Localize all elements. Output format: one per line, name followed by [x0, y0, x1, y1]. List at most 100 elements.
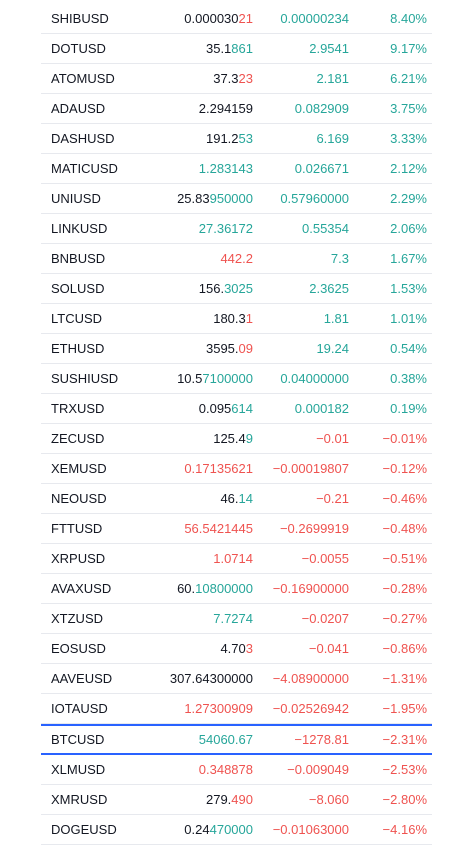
last-price: 307.64300000 — [170, 664, 253, 693]
watchlist-row-ethusd[interactable]: ETHUSD 3595. 09 19.24 0.54% — [41, 334, 432, 364]
symbol-label: EOSUSD — [51, 641, 106, 656]
last-price: 442.2 — [220, 244, 253, 273]
last-price: 1.27300909 — [184, 694, 253, 723]
change-value: 0.026671 — [294, 161, 349, 176]
last-price: 7.7274 — [213, 604, 253, 633]
change-value: −0.02526942 — [272, 701, 349, 716]
change-percent: 3.75% — [390, 101, 427, 116]
last-price-main: 279. — [205, 792, 232, 807]
symbol-label: DASHUSD — [51, 131, 115, 146]
symbol-label: BNBUSD — [51, 251, 106, 266]
change-percent: 1.67% — [390, 251, 427, 266]
last-price-main: 37.3 — [213, 71, 239, 86]
watchlist-row-linkusd[interactable]: LINKUSD 27.36172 0.55354 2.06% — [41, 214, 432, 244]
change-percent: 2.12% — [390, 161, 427, 176]
change-percent: 0.54% — [390, 341, 427, 356]
last-price-changed-digits: 1.27300909 — [184, 701, 253, 716]
change-percent: −0.51% — [382, 551, 427, 566]
change-value: 7.3 — [330, 251, 349, 266]
symbol-label: MATICUSD — [51, 161, 118, 176]
watchlist-row-maticusd[interactable]: MATICUSD 1.283143 0.026671 2.12% — [41, 154, 432, 184]
watchlist-row-shibusd[interactable]: SHIBUSD 0.000030 21 0.00000234 8.40% — [41, 4, 432, 34]
last-price-changed-digits: 9 — [245, 431, 253, 446]
change-value: 0.04000000 — [280, 371, 349, 386]
watchlist-row-btcusd[interactable]: BTCUSD 54060.67 −1278.81 −2.31% — [41, 724, 432, 755]
last-price-main: 35.1 — [205, 41, 232, 56]
watchlist-row-xrpusd[interactable]: XRPUSD 1.0714 −0.0055 −0.51% — [41, 544, 432, 574]
last-price: 125.4 9 — [213, 424, 253, 453]
watchlist-row-dogeusd[interactable]: DOGEUSD 0.24 470000 −0.01063000 −4.16% — [41, 815, 432, 845]
change-value: −8.060 — [308, 792, 349, 807]
last-price: 35.1 861 — [206, 34, 253, 63]
last-price-main: 3595. — [205, 341, 239, 356]
watchlist-row-dashusd[interactable]: DASHUSD 191.2 53 6.169 3.33% — [41, 124, 432, 154]
symbol-label: XMRUSD — [51, 792, 108, 807]
last-price-changed-digits: 861 — [231, 41, 253, 56]
last-price-changed-digits: 53 — [238, 131, 253, 146]
change-percent: −0.01% — [382, 431, 427, 446]
watchlist-row-fttusd[interactable]: FTTUSD 56.5421445 −0.2699919 −0.48% — [41, 514, 432, 544]
watchlist-row-atomusd[interactable]: ATOMUSD 37.3 23 2.181 6.21% — [41, 64, 432, 94]
change-value: 19.24 — [316, 341, 349, 356]
watchlist-row-dotusd[interactable]: DOTUSD 35.1 861 2.9541 9.17% — [41, 34, 432, 64]
change-percent: −2.53% — [382, 762, 427, 777]
watchlist-row-xtzusd[interactable]: XTZUSD 7.7274 −0.0207 −0.27% — [41, 604, 432, 634]
last-price-main: 4.70 — [220, 641, 246, 656]
last-price-main: 2.294159 — [198, 101, 253, 116]
watchlist-row-trxusd[interactable]: TRXUSD 0.095 614 0.000182 0.19% — [41, 394, 432, 424]
last-price: 0.17135621 — [184, 454, 253, 483]
watchlist-row-sushiusd[interactable]: SUSHIUSD 10.5 7100000 0.04000000 0.38% — [41, 364, 432, 394]
symbol-label: SOLUSD — [51, 281, 105, 296]
last-price: 0.348878 — [199, 755, 253, 784]
symbol-label: DOGEUSD — [51, 822, 117, 837]
change-value: 2.9541 — [309, 41, 349, 56]
watchlist-row-aaveusd[interactable]: AAVEUSD 307.64300000 −4.08900000 −1.31% — [41, 664, 432, 694]
symbol-label: ADAUSD — [51, 101, 106, 116]
change-value: 1.81 — [323, 311, 349, 326]
watchlist-row-xemusd[interactable]: XEMUSD 0.17135621 −0.00019807 −0.12% — [41, 454, 432, 484]
last-price-main: 0.000030 — [184, 11, 239, 26]
watchlist-row-avaxusd[interactable]: AVAXUSD 60. 10800000 −0.16900000 −0.28% — [41, 574, 432, 604]
change-percent: 9.17% — [390, 41, 427, 56]
last-price-main: 191.2 — [205, 131, 239, 146]
watchlist-row-xlmusd[interactable]: XLMUSD 0.348878 −0.009049 −2.53% — [41, 755, 432, 785]
watchlist-row-ltcusd[interactable]: LTCUSD 180.3 1 1.81 1.01% — [41, 304, 432, 334]
last-price-changed-digits: 614 — [231, 401, 253, 416]
watchlist-row-neousd[interactable]: NEOUSD 46. 14 −0.21 −0.46% — [41, 484, 432, 514]
last-price: 0.24 470000 — [184, 815, 253, 844]
symbol-label: SHIBUSD — [51, 11, 109, 26]
last-price: 3595. 09 — [206, 334, 253, 363]
last-price-changed-digits: 09 — [238, 341, 253, 356]
last-price-changed-digits: 490 — [231, 792, 253, 807]
watchlist-row-solusd[interactable]: SOLUSD 156. 3025 2.3625 1.53% — [41, 274, 432, 304]
change-percent: 1.53% — [390, 281, 427, 296]
watchlist-row-iotausd[interactable]: IOTAUSD 1.27300909 −0.02526942 −1.95% — [41, 694, 432, 724]
last-price: 25.83 950000 — [177, 184, 253, 213]
change-value: 0.00000234 — [280, 11, 349, 26]
change-percent: 0.19% — [390, 401, 427, 416]
watchlist-row-adausd[interactable]: ADAUSD 2.294159 0.082909 3.75% — [41, 94, 432, 124]
watchlist-row-xmrusd[interactable]: XMRUSD 279. 490 −8.060 −2.80% — [41, 785, 432, 815]
last-price: 54060.67 — [199, 726, 253, 753]
last-price-main: 307.64300000 — [169, 671, 253, 686]
last-price: 46. 14 — [220, 484, 253, 513]
change-value: −0.01 — [316, 431, 349, 446]
change-percent: −1.95% — [382, 701, 427, 716]
symbol-label: FTTUSD — [51, 521, 103, 536]
watchlist-row-zecusd[interactable]: ZECUSD 125.4 9 −0.01 −0.01% — [41, 424, 432, 454]
change-value: −0.041 — [308, 641, 349, 656]
last-price-changed-digits: 7100000 — [202, 371, 253, 386]
watchlist-row-bnbusd[interactable]: BNBUSD 442.2 7.3 1.67% — [41, 244, 432, 274]
last-price-main: 180.3 — [213, 311, 246, 326]
change-value: 0.57960000 — [280, 191, 349, 206]
watchlist-row-eosusd[interactable]: EOSUSD 4.70 3 −0.041 −0.86% — [41, 634, 432, 664]
symbol-label: ATOMUSD — [51, 71, 115, 86]
last-price: 0.095 614 — [199, 394, 253, 423]
last-price-changed-digits: 56.5421445 — [184, 521, 253, 536]
symbol-label: BTCUSD — [51, 732, 105, 747]
change-percent: −0.86% — [382, 641, 427, 656]
change-value: −0.16900000 — [272, 581, 349, 596]
symbol-label: LTCUSD — [51, 311, 103, 326]
watchlist-row-uniusd[interactable]: UNIUSD 25.83 950000 0.57960000 2.29% — [41, 184, 432, 214]
change-percent: −0.46% — [382, 491, 427, 506]
